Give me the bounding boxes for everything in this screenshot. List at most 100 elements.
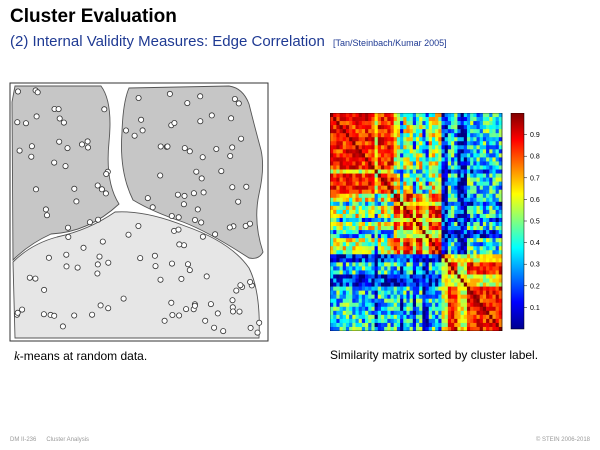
data-point (168, 299, 175, 306)
data-point (181, 192, 188, 199)
colorbar (510, 113, 525, 330)
data-point (247, 324, 254, 331)
data-point (139, 127, 146, 134)
data-point (211, 324, 218, 331)
data-point (243, 183, 250, 190)
data-point (168, 212, 175, 219)
similarity-matrix-figure: 0.9 0.8 0.7 0.6 0.5 0.4 0.3 0.2 0.1 (330, 113, 540, 331)
data-point (175, 226, 182, 233)
caption-text: -means at random data. (19, 349, 148, 363)
colorbar-ticks: 0.9 0.8 0.7 0.6 0.5 0.4 0.3 0.2 0.1 (524, 132, 540, 312)
data-point (123, 127, 130, 134)
data-point (212, 231, 219, 238)
data-point (56, 115, 63, 122)
data-point (32, 186, 39, 193)
data-point (64, 145, 71, 152)
data-point (238, 135, 245, 142)
data-point (65, 233, 72, 240)
data-point (120, 295, 127, 302)
data-point (256, 319, 263, 326)
data-point (55, 106, 62, 113)
data-point (184, 261, 191, 268)
colorbar-tick-label: 0.6 (530, 197, 540, 204)
footer-topic: Cluster Analysis (46, 437, 90, 443)
data-point (96, 253, 103, 260)
data-point (137, 255, 144, 262)
data-point (80, 244, 87, 251)
data-point (190, 190, 197, 197)
data-point (235, 198, 242, 205)
data-point (102, 190, 109, 197)
data-point (99, 238, 106, 245)
data-point (191, 302, 198, 309)
colorbar-tick-label: 0.7 (530, 175, 540, 182)
data-point (229, 297, 236, 304)
data-point (203, 273, 210, 280)
data-point (63, 251, 70, 258)
data-point (175, 214, 182, 221)
data-point (193, 168, 200, 175)
data-point (44, 212, 51, 219)
data-point (194, 206, 201, 213)
data-point (181, 145, 188, 152)
data-point (71, 312, 78, 319)
data-point (105, 305, 112, 312)
data-point (220, 328, 227, 335)
data-point (191, 216, 198, 223)
colorbar-tick-label: 0.1 (530, 305, 540, 312)
data-point (207, 301, 214, 308)
data-point (14, 119, 21, 126)
data-point (229, 184, 236, 191)
data-point (28, 143, 35, 150)
data-point (157, 172, 164, 179)
data-point (229, 144, 236, 151)
data-point (157, 143, 164, 150)
data-point (135, 222, 142, 229)
data-point (228, 115, 235, 122)
data-point (62, 163, 69, 170)
data-point (85, 144, 92, 151)
data-point (33, 113, 40, 120)
slide-code: DM II-236 (10, 437, 37, 443)
data-point (98, 186, 105, 193)
data-point (15, 88, 21, 95)
data-point (56, 138, 63, 145)
data-point (247, 278, 254, 285)
data-point (218, 168, 225, 175)
data-point (183, 306, 190, 313)
data-point (235, 100, 242, 107)
colorbar-tick-label: 0.4 (530, 240, 540, 247)
data-point (198, 175, 205, 182)
colorbar-tick-label: 0.3 (530, 262, 540, 269)
data-point (97, 302, 104, 309)
data-point (254, 329, 261, 336)
data-point (197, 93, 204, 100)
slide-title: Cluster Evaluation (10, 6, 177, 27)
data-point (14, 309, 21, 316)
data-point (131, 132, 138, 139)
data-point (199, 233, 206, 240)
kmeans-cluster-plot (9, 82, 269, 342)
data-point (59, 323, 66, 330)
data-point (197, 118, 204, 125)
reference-citation: [Tan/Steinbach/Kumar 2005] (333, 38, 447, 48)
data-point (26, 274, 33, 281)
data-point (186, 267, 193, 274)
data-point (74, 264, 81, 271)
data-point (226, 224, 233, 231)
data-point (94, 270, 101, 277)
data-point (60, 119, 67, 126)
data-point (176, 241, 183, 248)
data-point (28, 153, 35, 160)
data-point (94, 261, 101, 268)
data-point (125, 231, 132, 238)
data-point (246, 220, 253, 227)
data-point (84, 138, 91, 145)
heatmap-frame (330, 113, 503, 331)
data-point (42, 206, 49, 213)
data-point (157, 276, 164, 283)
data-point (168, 260, 175, 267)
data-point (34, 89, 41, 96)
data-point (138, 116, 145, 123)
data-point (214, 310, 221, 317)
